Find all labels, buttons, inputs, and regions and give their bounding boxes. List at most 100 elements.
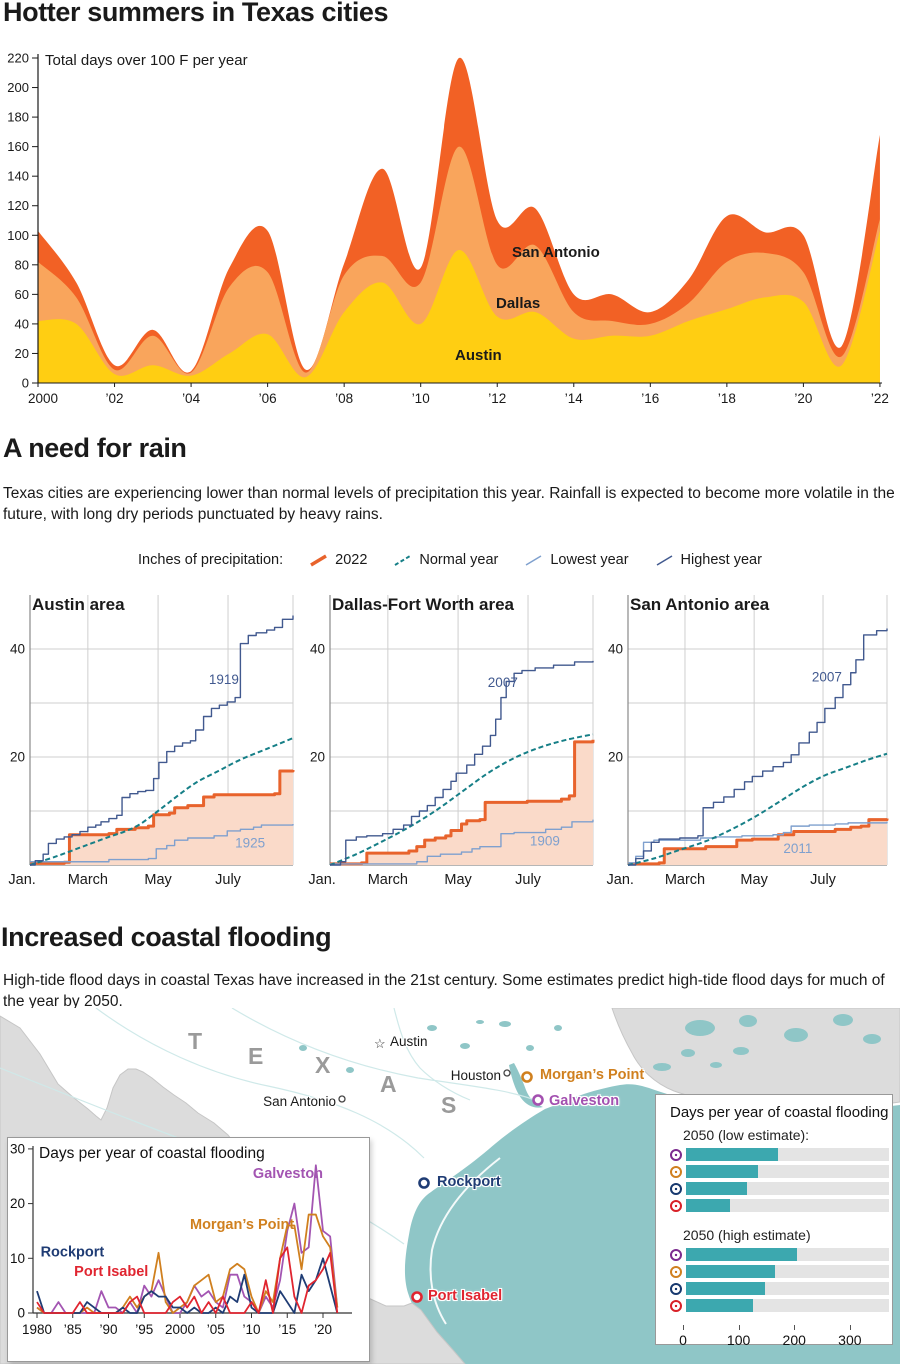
lake [499, 1021, 511, 1027]
city-dot-icon [670, 1199, 682, 1212]
month-label: May [740, 872, 768, 888]
month-label: March [68, 872, 108, 888]
heat-chart-subtitle: Total days over 100 F per year [45, 52, 248, 69]
y-tick-label: 120 [7, 198, 29, 213]
year-label: 1919 [209, 672, 239, 687]
city-dot-icon [670, 1165, 682, 1178]
city-label: San Antonio [263, 1094, 336, 1109]
legend-item-label: Normal year [419, 552, 499, 568]
y-tick-label: 100 [7, 228, 29, 243]
y-tick-label: 60 [15, 287, 29, 302]
rain-chart-rain-dfw: 20 40 Jan. March May July 1909 2007 Dallas-Fort … [308, 595, 595, 888]
y-tick-label: 80 [15, 257, 29, 272]
series-label: Dallas [496, 295, 540, 312]
bar-track [686, 1282, 889, 1295]
star-icon: ☆ [374, 1036, 386, 1051]
lake [784, 1028, 808, 1042]
x-tick-label: ’22 [871, 391, 889, 406]
axis-tick-label: 100 [726, 1332, 751, 1348]
year-label: 2011 [783, 841, 812, 856]
year-label: 2007 [812, 669, 842, 684]
bar-row-rockport [670, 1180, 892, 1197]
bar-row-galveston [670, 1246, 892, 1263]
axis-tick [849, 1325, 851, 1330]
city-label: Rockport [437, 1174, 501, 1190]
series-label: Port Isabel [74, 1264, 148, 1280]
legend-item-2022: 2022 [309, 552, 367, 568]
x-tick-label: 1980 [22, 1322, 52, 1337]
bar-row-morgan-s-point [670, 1163, 892, 1180]
y-tick-label: 160 [7, 139, 29, 154]
city-dot-icon [670, 1282, 682, 1295]
lake [653, 1063, 671, 1071]
month-label: Jan. [8, 872, 35, 888]
bar-value [686, 1148, 778, 1161]
river [231, 1008, 541, 1103]
month-label: March [368, 872, 408, 888]
x-tick-label: ’05 [207, 1322, 225, 1337]
chart-title: San Antonio area [630, 595, 770, 614]
legend-line-sample [656, 554, 672, 566]
y-tick-label: 0 [17, 1306, 25, 1321]
month-label: May [144, 872, 172, 888]
line-rockport [36, 1257, 339, 1314]
city-label: Morgan’s Point [540, 1067, 645, 1083]
city-label: Austin [390, 1034, 428, 1049]
bar-row-port-isabel [670, 1297, 892, 1314]
legend-item-label: Lowest year [550, 552, 629, 568]
line-port-isabel [36, 1246, 339, 1314]
texas-coast-map: T E X A S ☆ Austin Houston San Antonio Morgan’s … [0, 1008, 900, 1364]
city-dot-icon [670, 1265, 682, 1278]
estimate-group-label: 2050 (high estimate) [683, 1227, 811, 1243]
lake [427, 1025, 437, 1031]
bar-track [686, 1265, 889, 1278]
marker-san-antonio [338, 1095, 346, 1103]
line-lowest [628, 821, 888, 864]
year-label: 2007 [488, 675, 518, 690]
area-austin [38, 230, 880, 383]
x-tick-label: ’16 [641, 391, 659, 406]
inset-title: Days per year of coastal flooding [39, 1145, 265, 1162]
galveston-bay [509, 1063, 543, 1108]
state-letter: A [380, 1071, 397, 1097]
month-label: Jan. [308, 872, 335, 888]
bar-value [686, 1265, 775, 1278]
city-dot-icon [670, 1299, 682, 1312]
y-tick-label: 20 [15, 346, 29, 361]
bar-track [686, 1182, 889, 1195]
bar-value [686, 1182, 748, 1195]
y-tick-label: 200 [7, 80, 29, 95]
x-tick-label: ’10 [242, 1322, 260, 1337]
flood-2050-bars: 2050 (low estimate): 2050 (high estimate)… [670, 1127, 892, 1355]
bar-axis: 0 100 200 300 [670, 1325, 892, 1355]
x-tick-label: ’06 [259, 391, 277, 406]
line-normal [29, 737, 294, 866]
y-tick-label: 140 [7, 169, 29, 184]
legend-item-lowest-year: Lowest year [524, 552, 629, 568]
city-markers [338, 1069, 544, 1303]
month-label: July [215, 872, 242, 888]
x-tick-label: ’15 [278, 1322, 296, 1337]
x-tick-label: ’10 [412, 391, 430, 406]
legend-item-label: 2022 [335, 552, 368, 568]
bar-track [686, 1148, 889, 1161]
city-label: Houston [450, 1068, 501, 1083]
month-label: May [444, 872, 472, 888]
x-tick-label: ’95 [135, 1322, 153, 1337]
x-tick-label: ’12 [488, 391, 506, 406]
y-tick-label: 20 [10, 750, 25, 765]
y-tick-label: 20 [608, 750, 623, 765]
bar-row-port-isabel [670, 1197, 892, 1214]
line-y2022 [30, 769, 295, 865]
legend-line [656, 554, 672, 566]
bar-track [686, 1199, 889, 1212]
series-label: Morgan’s Point [190, 1217, 294, 1233]
lake [554, 1025, 562, 1031]
month-label: March [665, 872, 705, 888]
marker-morgan-s-point [521, 1071, 533, 1083]
texas-lakes [299, 1020, 562, 1073]
lake [685, 1020, 715, 1036]
series-label: Rockport [41, 1245, 105, 1261]
bar-row-morgan-s-point [670, 1263, 892, 1280]
